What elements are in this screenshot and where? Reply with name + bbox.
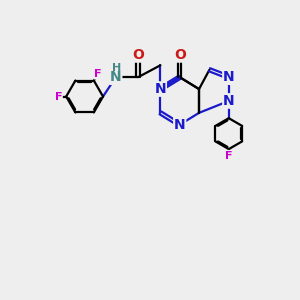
Text: N: N bbox=[223, 70, 235, 84]
Text: O: O bbox=[174, 48, 186, 62]
Text: F: F bbox=[225, 151, 232, 160]
Text: O: O bbox=[132, 48, 144, 62]
Text: F: F bbox=[55, 92, 62, 101]
Text: N: N bbox=[223, 94, 235, 108]
Text: F: F bbox=[94, 69, 101, 79]
Text: N: N bbox=[154, 82, 166, 96]
Text: N: N bbox=[110, 70, 122, 84]
Text: H: H bbox=[112, 63, 121, 73]
Text: N: N bbox=[174, 118, 185, 132]
